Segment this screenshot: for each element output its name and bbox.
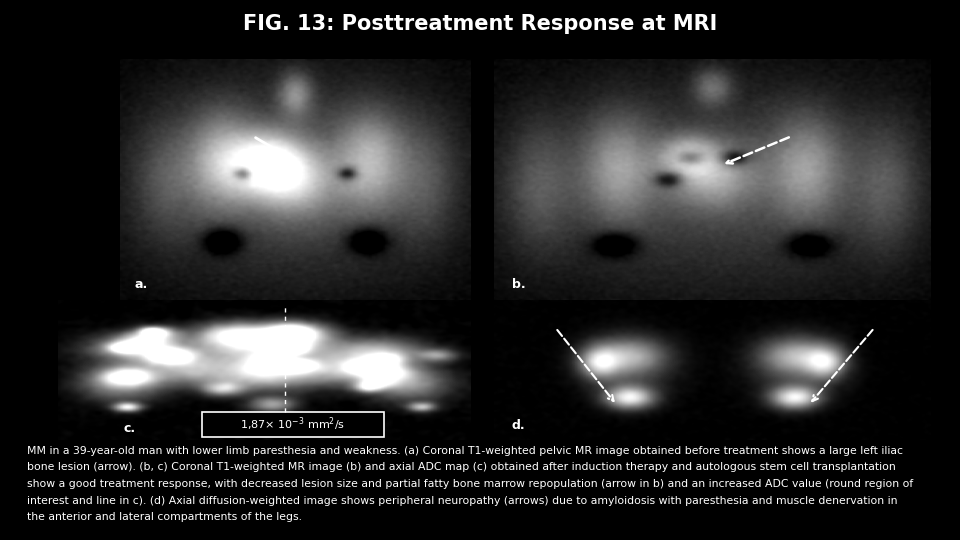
Text: the anterior and lateral compartments of the legs.: the anterior and lateral compartments of… xyxy=(27,512,301,523)
Text: show a good treatment response, with decreased lesion size and partial fatty bon: show a good treatment response, with dec… xyxy=(27,479,913,489)
Text: FIG. 13: Posttreatment Response at MRI: FIG. 13: Posttreatment Response at MRI xyxy=(243,14,717,33)
Text: interest and line in c). (d) Axial diffusion-weighted image shows peripheral neu: interest and line in c). (d) Axial diffu… xyxy=(27,496,898,506)
Text: 1,87$\times$ 10$^{-3}$ mm$^{2}$/s: 1,87$\times$ 10$^{-3}$ mm$^{2}$/s xyxy=(240,416,346,434)
Bar xyxy=(202,412,384,437)
Text: c.: c. xyxy=(124,422,135,435)
Text: a.: a. xyxy=(134,278,147,291)
Text: b.: b. xyxy=(512,278,525,291)
Text: d.: d. xyxy=(512,419,525,432)
Text: MM in a 39-year-old man with lower limb paresthesia and weakness. (a) Coronal T1: MM in a 39-year-old man with lower limb … xyxy=(27,446,902,456)
Text: bone lesion (arrow). (b, c) Coronal T1-weighted MR image (b) and axial ADC map (: bone lesion (arrow). (b, c) Coronal T1-w… xyxy=(27,462,896,472)
